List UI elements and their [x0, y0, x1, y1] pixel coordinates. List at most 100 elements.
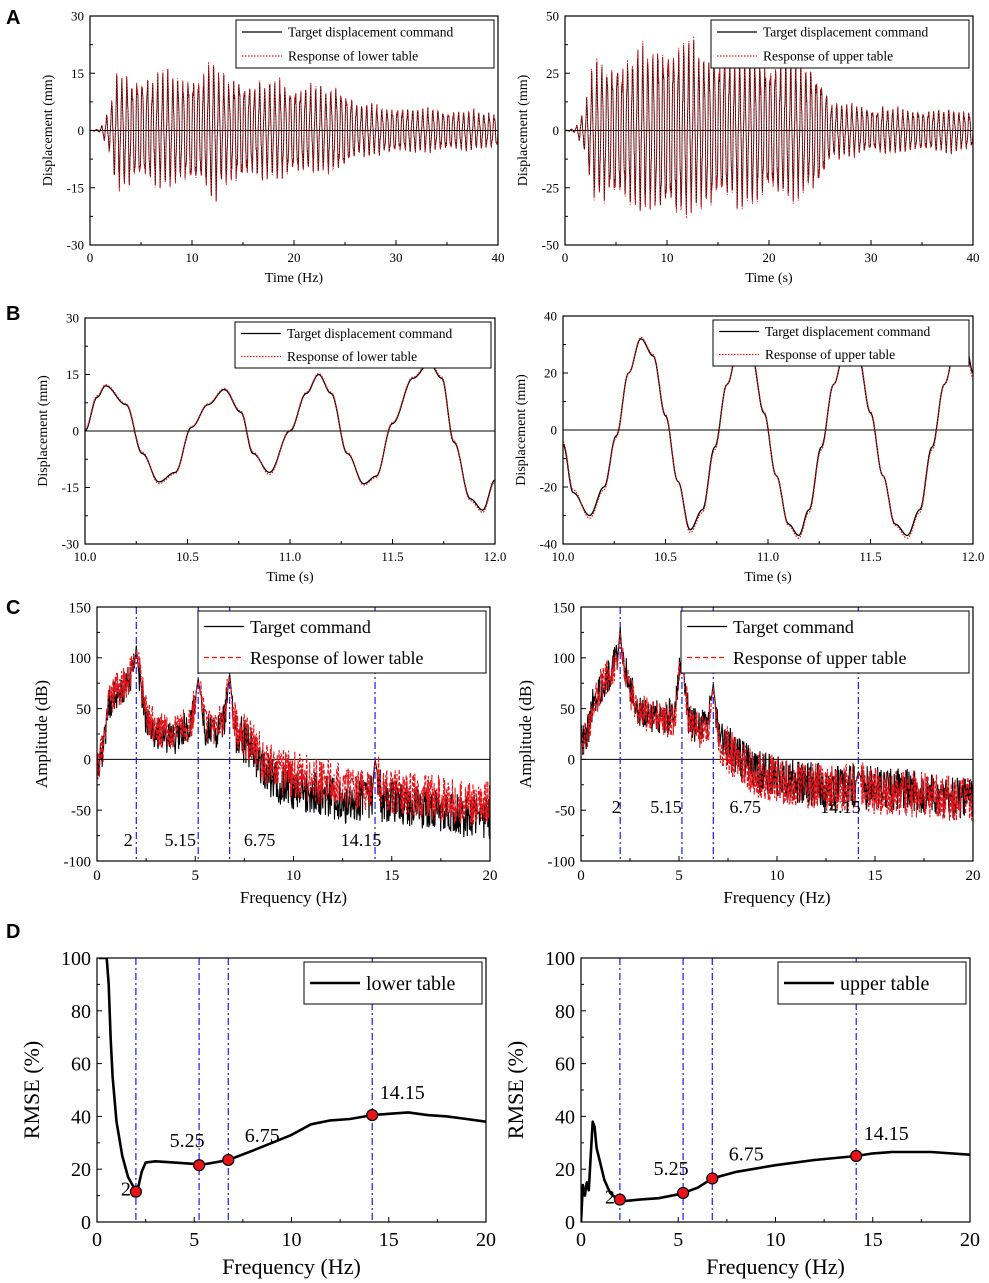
x-tick-label: 11.0 [279, 549, 301, 564]
series-response-line [563, 336, 973, 539]
y-tick-label: 0 [81, 1212, 91, 1234]
x-tick-label: 10.0 [74, 549, 97, 564]
frequency-annotation: 2 [605, 1187, 615, 1209]
x-tick-label: 5 [192, 868, 200, 884]
y-tick-label: 15 [66, 367, 79, 382]
legend-entry-label: Response of lower table [288, 49, 418, 64]
y-tick-label: 50 [546, 9, 559, 24]
rmse-point-marker [366, 1108, 379, 1122]
frequency-annotation: 14.15 [820, 797, 861, 817]
series-response-line [565, 35, 973, 219]
panel-label-d: D [6, 921, 20, 943]
y-tick-label: -30 [67, 238, 84, 253]
y-tick-label: -100 [548, 854, 576, 870]
chart-a-left: 0 10 20 30 40 -30 -15 0 15 30 Time (Hz) Displacemen… [41, 9, 505, 286]
x-tick-label: 12.0 [962, 549, 985, 564]
panel-label-c: C [6, 597, 20, 619]
y-tick-label: 0 [568, 753, 576, 769]
y-tick-label: -30 [62, 537, 79, 552]
chart-d-right: 0 5 10 15 20 0 20 40 60 80 100 Frequency (Hz) RMSE (… [503, 948, 980, 1279]
legend-entry-label: Target command [733, 617, 854, 637]
y-tick-label: 0 [73, 424, 80, 439]
x-axis-label: Frequency (Hz) [706, 1254, 845, 1279]
x-tick-label: 40 [492, 250, 505, 265]
chart-b-left: 10.0 10.5 11.0 11.5 12.0 -30 -15 0 15 30 Time (s) D… [36, 311, 506, 585]
y-tick-label: -25 [542, 180, 559, 195]
x-tick-label: 20 [476, 1229, 496, 1251]
frequency-annotation: 5.15 [164, 830, 196, 850]
x-tick-label: 10 [770, 868, 785, 884]
plot-area [90, 61, 498, 202]
x-tick-label: 30 [865, 250, 878, 265]
y-tick-label: 0 [84, 753, 92, 769]
y-tick-label: 80 [71, 1001, 91, 1023]
y-tick-label: -40 [540, 537, 557, 552]
legend-entry-label: Response of lower table [250, 648, 423, 668]
y-axis-label: RMSE (%) [19, 1041, 44, 1139]
legend: Target command Response of lower table [197, 610, 487, 674]
frequency-annotation: 5.15 [650, 797, 682, 817]
legend-entry-label: Target displacement command [288, 25, 453, 40]
x-tick-label: 11.0 [757, 549, 779, 564]
x-tick-label: 10 [186, 250, 199, 265]
series-target-line [97, 645, 490, 840]
x-tick-label: 0 [577, 868, 585, 884]
y-tick-label: 30 [71, 9, 84, 24]
y-tick-label: 0 [553, 123, 560, 138]
y-axis-label: Displacement (mm) [516, 74, 531, 186]
legend-entry-label: Response of lower table [287, 349, 417, 364]
rmse-point-marker [222, 1153, 235, 1167]
panel-label-b: B [6, 303, 20, 325]
rmse-point-marker [706, 1172, 719, 1185]
y-tick-label: 0 [565, 1212, 575, 1234]
series-target-line [85, 362, 495, 511]
x-tick-label: 5 [675, 868, 683, 884]
series-response-line [97, 649, 490, 827]
rmse-point-marker [677, 1186, 690, 1200]
x-tick-label: 5 [673, 1229, 683, 1251]
frequency-annotation: 14.15 [864, 1123, 909, 1145]
y-axis-label: Displacement (mm) [41, 74, 56, 186]
series-response-line [90, 61, 498, 202]
plot-area [563, 336, 973, 539]
legend-entry-label: Target command [250, 617, 371, 637]
x-tick-label: 0 [87, 250, 94, 265]
y-tick-label: 100 [69, 651, 92, 667]
y-tick-label: -15 [67, 180, 84, 195]
x-tick-label: 0 [92, 1229, 102, 1251]
x-tick-label: 15 [868, 868, 883, 884]
legend: Target displacement command Response of l… [235, 19, 495, 69]
series-rmse-line [581, 1120, 970, 1222]
legend-entry-label: upper table [840, 973, 930, 995]
y-tick-label: 0 [78, 123, 85, 138]
x-axis-label: Time (s) [744, 570, 792, 585]
x-axis-label: Frequency (Hz) [723, 888, 830, 907]
legend-entry-label: Response of upper table [763, 49, 893, 64]
x-tick-label: 20 [288, 250, 301, 265]
x-tick-label: 0 [576, 1229, 586, 1251]
frequency-annotation: 5.25 [170, 1130, 205, 1152]
x-tick-label: 15 [384, 868, 399, 884]
rmse-point-marker [850, 1149, 863, 1163]
x-tick-label: 10.5 [176, 549, 199, 564]
x-tick-label: 15 [863, 1229, 883, 1251]
frequency-annotation: 6.75 [244, 830, 276, 850]
y-tick-label: 60 [555, 1054, 575, 1076]
x-tick-label: 11.5 [381, 549, 403, 564]
legend-entry-label: Target displacement command [287, 326, 452, 341]
legend: Target displacement command Response of l… [234, 321, 492, 369]
y-tick-label: 40 [71, 1106, 91, 1128]
x-tick-label: 10 [286, 868, 301, 884]
rmse-point-marker [193, 1159, 206, 1172]
frequency-annotation: 2 [124, 830, 133, 850]
y-tick-label: 0 [551, 423, 558, 438]
legend: lower table [303, 961, 483, 1005]
plot-area [581, 607, 973, 861]
plot-area [97, 607, 490, 861]
legend-entry-label: Response of upper table [765, 347, 895, 362]
y-tick-label: 25 [546, 66, 559, 81]
rmse-point-marker [129, 1185, 142, 1198]
x-tick-label: 10 [282, 1229, 302, 1251]
x-tick-label: 30 [390, 250, 403, 265]
